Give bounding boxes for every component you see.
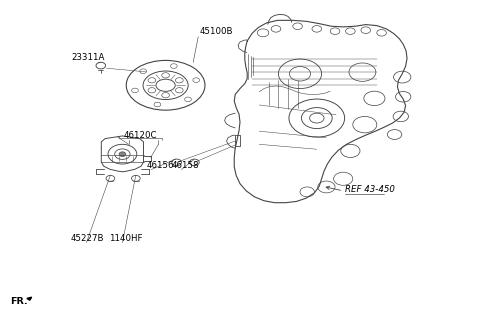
Text: 45100B: 45100B	[199, 27, 233, 36]
Text: REF 43-450: REF 43-450	[345, 185, 395, 194]
Polygon shape	[27, 297, 32, 300]
Text: 1140HF: 1140HF	[109, 235, 143, 243]
Text: 46158: 46158	[172, 161, 199, 170]
Text: FR.: FR.	[11, 297, 28, 306]
Text: 45227B: 45227B	[71, 235, 105, 243]
Text: 23311A: 23311A	[71, 53, 105, 62]
Text: 46156: 46156	[146, 161, 174, 170]
Circle shape	[119, 152, 126, 156]
Text: 46120C: 46120C	[124, 132, 157, 140]
